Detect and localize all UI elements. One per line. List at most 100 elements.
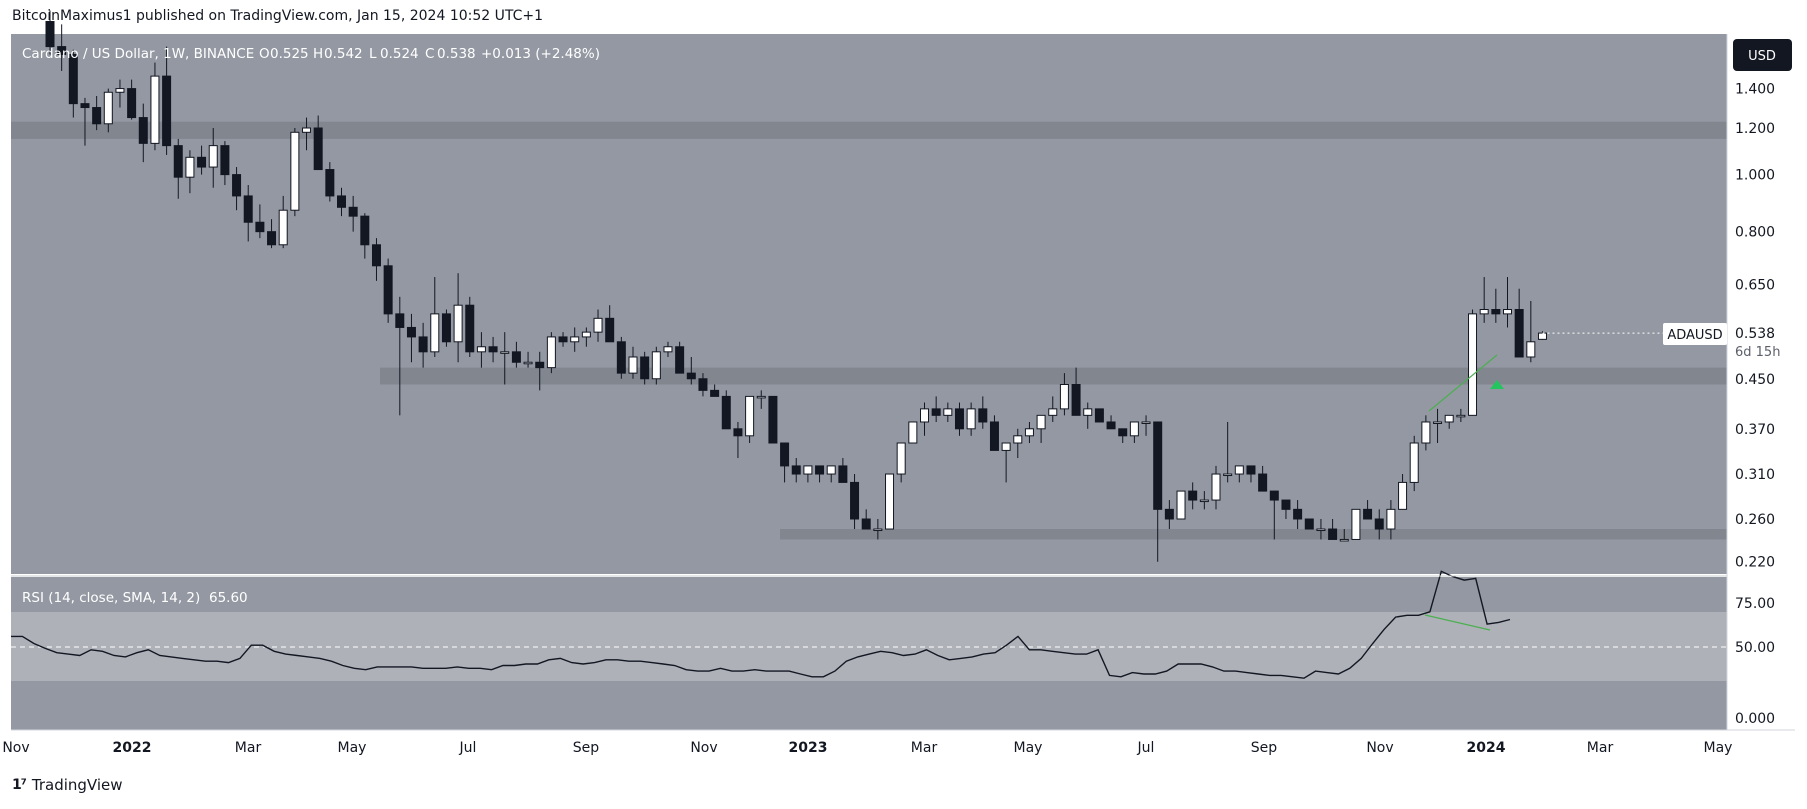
- support-resistance-zones: [11, 121, 1727, 540]
- candle: [966, 402, 976, 436]
- candle-body: [1514, 309, 1524, 358]
- price-axis[interactable]: 1.400 1.200 1.000 0.800 0.650 0.450 0.370 0.310…: [1735, 82, 1775, 571]
- candle: [745, 395, 755, 444]
- tradingview-logo[interactable]: 1⁷ TradingView: [12, 776, 123, 794]
- candle: [45, 10, 55, 55]
- candle: [640, 351, 650, 385]
- candle: [313, 115, 323, 171]
- candle-body: [710, 389, 720, 397]
- candle-body: [908, 421, 918, 444]
- candle: [406, 313, 416, 363]
- rsi-line: [11, 570, 1511, 679]
- candle-body: [80, 103, 90, 109]
- time-tick-label: 2024: [1467, 740, 1506, 756]
- candle-body: [1094, 408, 1104, 423]
- candlestick-series: [45, 10, 1727, 562]
- currency-button[interactable]: [1733, 39, 1792, 71]
- candle-body: [1153, 421, 1163, 510]
- candle: [1304, 518, 1314, 530]
- candle-body: [267, 231, 277, 246]
- candle: [220, 141, 230, 186]
- candle-body: [208, 145, 218, 168]
- candle-body: [954, 408, 964, 430]
- time-tick-label: May: [338, 740, 367, 756]
- candle: [1094, 408, 1104, 423]
- candle-body: [885, 473, 895, 530]
- candle: [570, 327, 580, 352]
- price-tick-label: 1.000: [1735, 168, 1775, 184]
- time-tick-label: May: [1704, 740, 1733, 756]
- candle: [780, 442, 790, 483]
- time-tick-label: Mar: [911, 740, 938, 756]
- candle: [605, 305, 615, 343]
- candle-body: [1059, 384, 1069, 410]
- candle: [138, 103, 148, 163]
- candle-body: [1199, 499, 1209, 503]
- candle-body: [1048, 408, 1058, 416]
- candle: [943, 402, 953, 422]
- price-tick-label: 0.310: [1735, 467, 1775, 483]
- candle-body: [780, 442, 790, 467]
- candle: [1339, 529, 1349, 542]
- candle: [162, 46, 172, 155]
- candle-body: [313, 127, 323, 171]
- candle: [616, 336, 626, 379]
- candle: [465, 296, 475, 357]
- candle: [453, 273, 463, 363]
- rsi-axis[interactable]: 75.00 50.00 0.000: [1735, 596, 1775, 727]
- ohlc-open-value: 0.525: [270, 46, 309, 62]
- time-tick-label: Nov: [690, 740, 717, 756]
- candle: [1444, 414, 1454, 429]
- price-tick-label: 0.800: [1735, 225, 1775, 241]
- candle-body: [430, 313, 440, 353]
- candle: [826, 465, 836, 483]
- candle: [1141, 415, 1151, 436]
- candle-body: [500, 351, 510, 354]
- candle: [931, 396, 941, 422]
- time-tick-label: 2023: [789, 740, 828, 756]
- candle-body: [803, 465, 813, 475]
- candle: [663, 341, 673, 357]
- candle-body: [768, 395, 778, 444]
- candle-body: [721, 395, 731, 430]
- time-tick-label: May: [1014, 740, 1043, 756]
- currency-button-label[interactable]: USD: [1748, 49, 1776, 64]
- price-tick-label: 0.220: [1735, 555, 1775, 571]
- candle-body: [1386, 508, 1396, 530]
- candle-body: [523, 361, 533, 365]
- candle: [302, 117, 312, 151]
- candle-body: [1363, 508, 1373, 520]
- publisher-line: BitcoinMaximus1 published on TradingView…: [12, 8, 544, 24]
- candle: [1514, 288, 1524, 358]
- candle-body: [1246, 465, 1256, 475]
- divergence-trend-line: [1428, 354, 1498, 412]
- candle: [511, 341, 521, 368]
- ohlc-close-value: 0.538: [437, 46, 476, 62]
- candle: [850, 474, 860, 530]
- time-tick-label: Jul: [459, 740, 477, 756]
- candle-body: [1223, 473, 1233, 477]
- candle: [1409, 435, 1419, 492]
- price-tick-label: 1.200: [1735, 121, 1775, 137]
- candle: [1223, 421, 1233, 483]
- candle-body: [162, 75, 172, 147]
- tradingview-brand: TradingView: [31, 776, 123, 794]
- time-axis[interactable]: Nov 2022 Mar May Jul Sep Nov 2023 Mar May Jul Sep No…: [2, 740, 1732, 756]
- candle: [885, 473, 895, 530]
- candle-body: [1456, 414, 1466, 418]
- candle-body: [1374, 518, 1384, 530]
- candle: [1164, 500, 1174, 530]
- candle-body: [686, 372, 696, 380]
- candle-body: [453, 304, 463, 343]
- zone-band: [780, 529, 1727, 540]
- candle-body: [1433, 421, 1443, 424]
- candle-body: [197, 156, 207, 168]
- candle: [255, 204, 265, 239]
- rsi-tick-label: 75.00: [1735, 596, 1775, 612]
- candle-body: [628, 356, 638, 374]
- candle-body: [243, 195, 253, 223]
- time-tick-label: Mar: [1587, 740, 1614, 756]
- price-tick-label: 0.370: [1735, 422, 1775, 438]
- candle: [441, 309, 451, 347]
